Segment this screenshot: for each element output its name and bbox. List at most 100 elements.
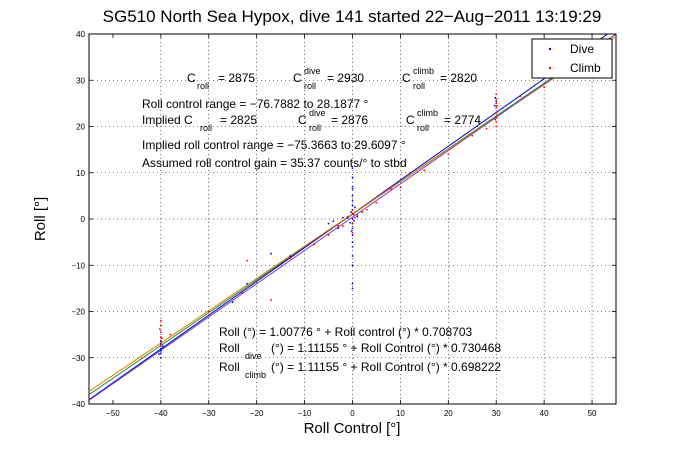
climb-point (495, 97, 498, 100)
chart-title: SG510 North Sea Hypox, dive 141 started … (103, 7, 602, 26)
climb-point (365, 208, 368, 211)
implied-c-roll-dive-symbol: C (298, 113, 307, 127)
climb-point (159, 336, 162, 338)
equation-climb-roll: Roll (219, 360, 240, 374)
climb-point (495, 116, 498, 119)
dive-point (351, 167, 354, 170)
climb-point (495, 120, 498, 123)
legend: Dive Climb (531, 38, 613, 79)
c-roll-dive-value: = 2930 (327, 71, 364, 85)
implied-c-roll-dive-subscript: roll (309, 123, 321, 133)
x-tick-label: −10 (298, 409, 312, 418)
climb-point (160, 337, 163, 340)
c-roll-dive-superscript: dive (304, 66, 321, 76)
dive-point (289, 255, 292, 257)
climb-point (337, 225, 340, 227)
dive-point (350, 211, 352, 213)
climb-point (495, 125, 498, 128)
dive-point (356, 215, 359, 218)
equation-climb-subscript: climb (245, 370, 266, 380)
legend-climb-label: Climb (570, 61, 601, 75)
x-tick-label: 10 (396, 409, 405, 418)
climb-point (159, 328, 161, 330)
dive-point (351, 194, 354, 197)
axis-ticks: −50 −40 −30 −20 −10 0 10 20 30 40 50 −40 −30 −20 −10 0 1… (71, 30, 616, 418)
implied-c-roll-symbol: Implied C (142, 113, 193, 127)
dive-point (159, 352, 162, 355)
climb-point (353, 216, 356, 219)
dive-point (349, 221, 352, 224)
climb-point (246, 259, 249, 262)
dive-point (159, 347, 162, 350)
climb-point (289, 257, 292, 260)
dive-point (351, 241, 354, 244)
implied-c-roll-dive-superscript: dive (309, 108, 326, 118)
x-tick-label: 40 (540, 409, 549, 418)
dive-point (351, 264, 354, 267)
legend-box (531, 38, 613, 79)
dive-point (353, 219, 355, 222)
legend-dive-label: Dive (570, 42, 594, 56)
y-tick-label: −10 (71, 261, 85, 270)
climb-point (207, 310, 210, 313)
climb-point (342, 225, 344, 227)
climb-point (159, 339, 162, 342)
climb-point (351, 231, 354, 234)
climb-point (351, 212, 354, 215)
dive-point (346, 217, 349, 219)
climb-point (159, 319, 162, 322)
climb-point (356, 214, 359, 217)
climb-point (389, 188, 392, 190)
y-tick-label: 40 (76, 30, 85, 39)
dive-point (353, 206, 356, 209)
dive-point (351, 287, 354, 290)
y-tick-label: −40 (71, 400, 85, 409)
dive-point (159, 356, 162, 359)
climb-point (361, 211, 363, 213)
x-tick-label: 50 (588, 409, 597, 418)
dive-point (351, 188, 354, 190)
dive-point (332, 220, 335, 223)
implied-c-roll-climb-superscript: climb (417, 108, 438, 118)
dive-point (342, 216, 344, 219)
dive-point (161, 345, 164, 348)
legend-climb-marker (548, 66, 552, 70)
dive-point (351, 245, 354, 248)
y-tick-label: 0 (81, 215, 86, 224)
dive-point (337, 227, 340, 230)
dive-point (351, 255, 354, 257)
dive-point (327, 222, 330, 225)
climb-point (471, 134, 474, 137)
dive-point (351, 204, 354, 207)
dive-point (159, 349, 162, 352)
climb-point (346, 215, 349, 218)
fit-line-one-to-one (89, 34, 616, 401)
y-tick-label: 10 (76, 169, 85, 178)
climb-point (351, 222, 354, 225)
c-roll-climb-value: = 2820 (440, 71, 477, 85)
dive-point (351, 282, 354, 285)
dive-point (351, 234, 354, 237)
plot-area: −50 −40 −30 −20 −10 0 10 20 30 40 50 −40 −30 −20 −10 0 1… (71, 30, 617, 418)
y-tick-label: 20 (76, 123, 85, 132)
x-tick-label: −30 (202, 409, 216, 418)
climb-point (351, 208, 354, 211)
y-tick-label: 30 (76, 76, 85, 85)
dive-point (493, 104, 496, 107)
dive-point (351, 185, 354, 188)
c-roll-climb-symbol: C (402, 71, 411, 85)
climb-point (375, 201, 378, 204)
dive-point (351, 218, 354, 220)
dive-point (270, 252, 272, 255)
equation-overall: Roll (°) = 1.00776 ° + Roll control (°) … (219, 325, 473, 339)
x-tick-label: −50 (106, 409, 120, 418)
implied-c-roll-climb-value: = 2774 (444, 113, 481, 127)
c-roll-value: = 2875 (218, 71, 255, 85)
c-roll-symbol: C (187, 71, 196, 85)
y-axis-label: Roll [°] (32, 197, 49, 241)
climb-point (495, 102, 498, 105)
legend-dive-marker (548, 47, 552, 51)
y-tick-label: −30 (71, 354, 85, 363)
regression-equations: Roll (°) = 1.00776 ° + Roll control (°) … (219, 325, 501, 380)
